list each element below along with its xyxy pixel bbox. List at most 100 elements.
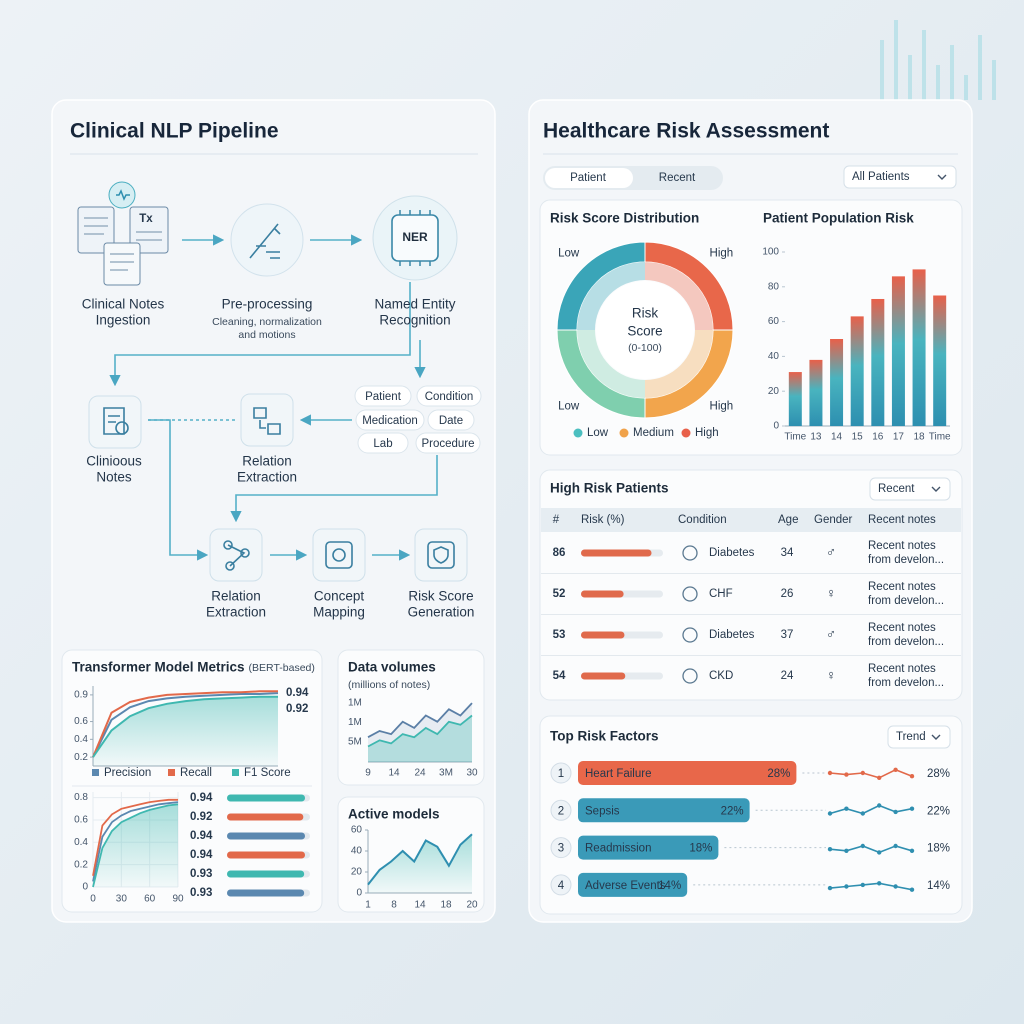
line [367, 833, 473, 886]
entity-tag-label: Procedure [421, 438, 474, 450]
y-tick-label: 100 [762, 247, 779, 258]
x-tick-label: 30 [116, 894, 128, 905]
score-label: 0.92 [190, 811, 212, 823]
donut-inner [645, 262, 713, 330]
y-tick-label: 0.2 [74, 859, 88, 870]
y-tick-label: 20 [768, 386, 780, 397]
line [92, 695, 278, 758]
sparkline-dot [844, 806, 849, 811]
dropdown[interactable] [843, 165, 957, 189]
column-header: Gender [814, 514, 853, 526]
sparkline-dot [827, 847, 833, 852]
condition-icon [682, 586, 698, 602]
rank-badge [550, 799, 572, 821]
column-header: Recent notes [868, 514, 936, 526]
entity-tag [415, 432, 481, 454]
factor-bar [578, 798, 750, 823]
condition: Diabetes [709, 547, 755, 559]
rank-badge [550, 874, 572, 896]
condition: CHF [709, 588, 733, 600]
entity-tag [357, 432, 409, 454]
y-tick-label: 20 [351, 867, 363, 878]
gender: ♀ [826, 586, 836, 601]
panel-title: Healthcare Risk Assessment [543, 120, 829, 143]
column-header: Age [778, 514, 798, 526]
risk-bar [581, 590, 624, 598]
rect [922, 30, 926, 100]
notes: Recent notes [868, 581, 936, 593]
factor-bar [578, 835, 719, 860]
notes: from develon... [868, 595, 944, 607]
step-label: Relation [211, 589, 261, 604]
tab[interactable]: Recent [659, 172, 696, 184]
slice-label: Low [558, 400, 580, 412]
x-tick-label: 14 [831, 432, 843, 443]
sparkline-dot [827, 770, 833, 776]
factor-name: Readmission [585, 843, 651, 855]
icon [115, 421, 129, 435]
dropdown[interactable] [887, 725, 951, 749]
x-tick-label: 24 [414, 768, 426, 779]
line [92, 798, 178, 876]
icon [240, 548, 250, 558]
age: 34 [781, 547, 794, 559]
dropdown-label[interactable]: Trend [896, 731, 926, 743]
entity-tag-label: Patient [365, 391, 402, 403]
step-sublabel: and motions [238, 329, 295, 341]
x-tick-label: 3M [439, 768, 453, 779]
ner-icon-text: NER [402, 230, 428, 244]
card-title: Patient Population Risk [763, 211, 914, 226]
x-tick-label: 14 [414, 900, 426, 911]
legend-label: F1 Score [244, 767, 291, 779]
score-bar [227, 794, 306, 802]
x-tick-label: 8 [391, 900, 397, 911]
y-tick-label: 0.9 [74, 690, 88, 701]
tab[interactable]: Patient [570, 172, 607, 184]
x-tick-label: 90 [172, 894, 184, 905]
sparkline-dot [860, 811, 865, 816]
x-tick-label: 0 [90, 894, 96, 905]
notes: from develon... [868, 677, 944, 689]
bar [891, 276, 905, 426]
y-tick-label: 80 [768, 281, 780, 292]
bar [809, 359, 823, 426]
score-label: 0.94 [190, 849, 213, 861]
condition: Diabetes [709, 629, 755, 641]
dropdown[interactable] [869, 477, 951, 501]
icon [227, 544, 246, 567]
x-tick-label: 60 [144, 894, 156, 905]
step-label: Recognition [379, 313, 450, 328]
donut-inner [645, 330, 713, 398]
icon [427, 541, 455, 569]
decor [880, 20, 996, 100]
sparkline-dot [860, 770, 865, 776]
doc-lines [84, 217, 162, 271]
area [368, 715, 472, 762]
legend-dot [681, 428, 691, 438]
line [367, 714, 473, 748]
y-tick-label: 0.4 [74, 837, 88, 848]
y-tick-label: 0.6 [74, 716, 88, 727]
rect [908, 55, 912, 100]
chevron [931, 486, 941, 492]
sparkline-dot [909, 806, 915, 811]
step-label: Clinioous [86, 454, 142, 469]
factor-trend-value: 14% [927, 880, 950, 892]
age: 24 [781, 670, 794, 682]
dropdown-label[interactable]: Recent [878, 483, 915, 495]
step-label: Concept [314, 589, 365, 604]
area [368, 834, 472, 893]
conn [230, 455, 438, 523]
step-label: Clinical Notes [82, 297, 165, 312]
risk-bar [581, 549, 652, 557]
dropdown-label[interactable]: All Patients [852, 171, 910, 183]
sparkline-dot [893, 843, 898, 849]
entity-tag [355, 409, 425, 431]
x-tick-label: 14 [388, 768, 400, 779]
conn [148, 419, 209, 561]
condition-icon [682, 545, 698, 561]
chip [391, 214, 439, 262]
icon [253, 407, 281, 435]
sparkline-dot [860, 882, 865, 888]
